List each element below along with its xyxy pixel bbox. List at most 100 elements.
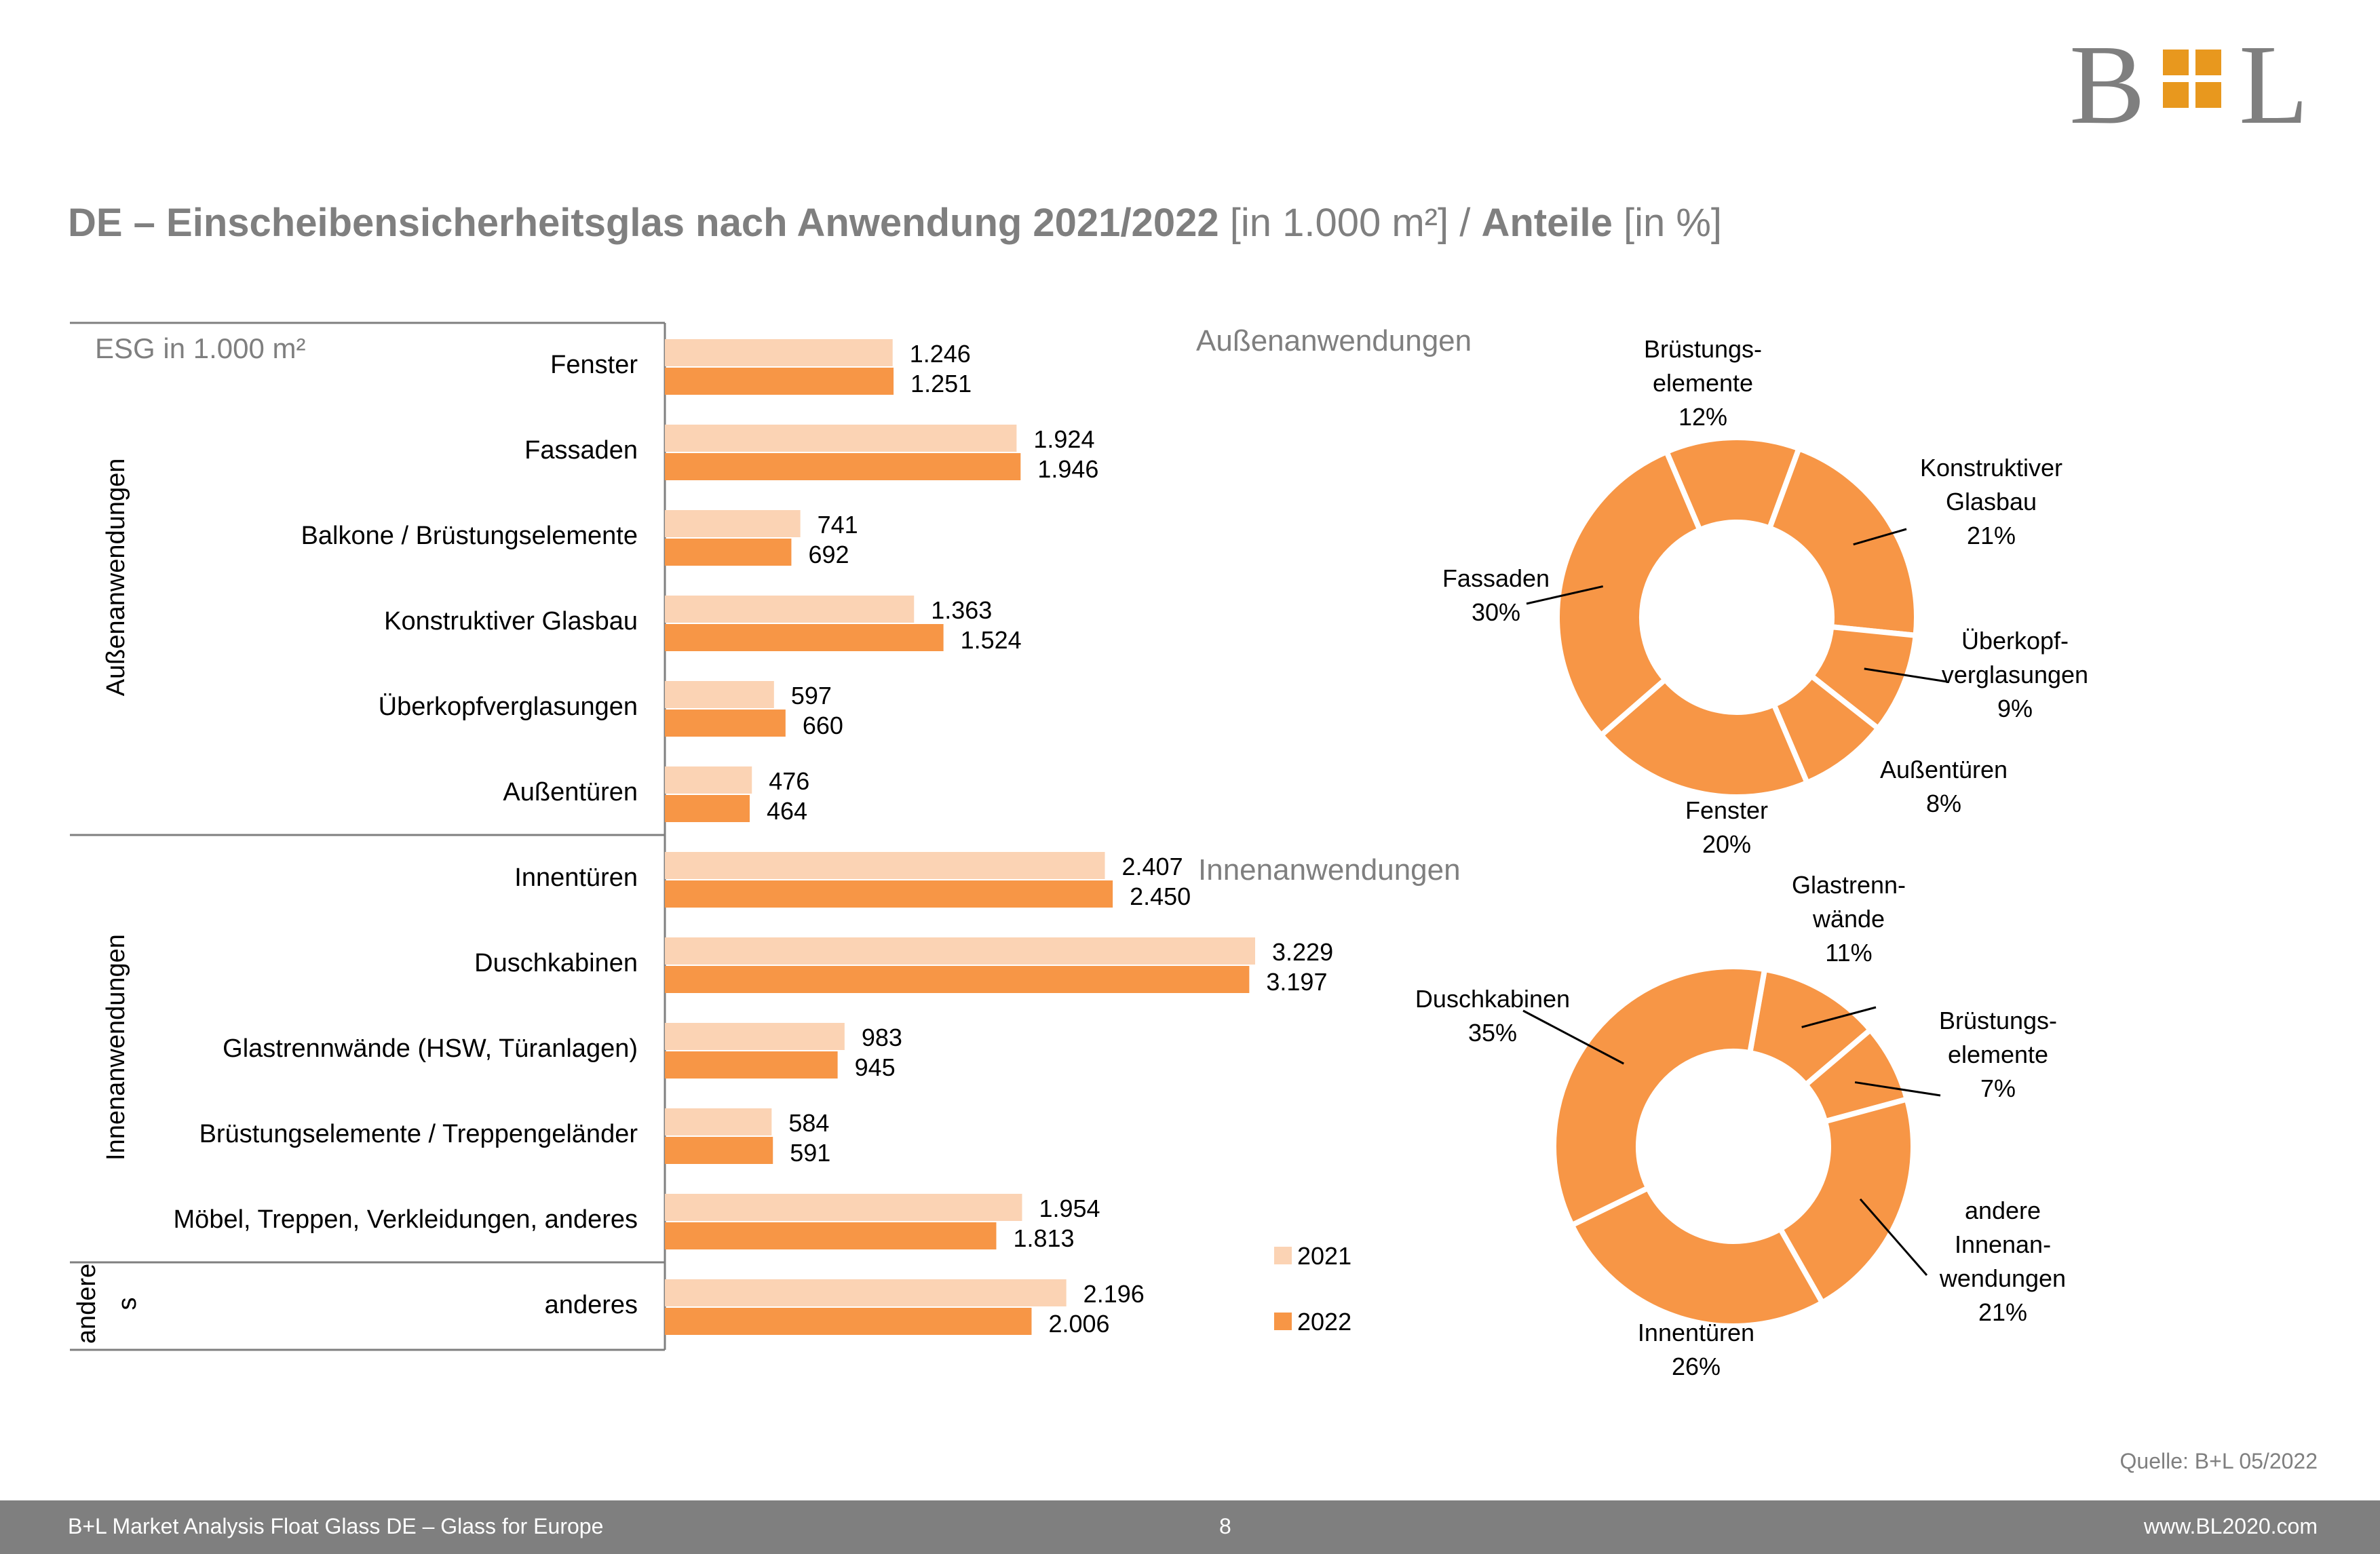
category-label: Brüstungselemente / Treppengeländer xyxy=(199,1120,638,1148)
category-label: Balkone / Brüstungselemente xyxy=(301,522,638,550)
value-label-2021: 741 xyxy=(818,511,858,539)
legend-swatch-2021 xyxy=(1274,1247,1292,1264)
footer-url: www.BL2020.com xyxy=(2143,1514,2318,1538)
value-label-2022: 945 xyxy=(855,1053,896,1081)
group-label: Innenanwendungen xyxy=(102,934,130,1161)
bar-2021 xyxy=(665,425,1017,452)
category-label: Überkopfverglasungen xyxy=(379,693,638,721)
donut-slice xyxy=(1554,448,1704,739)
footer-bar: B+L Market Analysis Float Glass DE – Gla… xyxy=(0,1500,2380,1554)
value-label-2022: 2.450 xyxy=(1130,882,1191,910)
title-unit: [in 1.000 m²] / xyxy=(1229,201,1471,245)
category-label: Innentüren xyxy=(514,863,638,892)
outer-slice-label: Fenster 20% xyxy=(1685,796,1769,858)
category-label: Konstruktiver Glasbau xyxy=(384,607,638,636)
bar-2021 xyxy=(665,510,801,537)
bar-2021 xyxy=(665,766,752,794)
donut-slice xyxy=(1776,1095,1916,1306)
category-label: anderes xyxy=(545,1291,638,1319)
bar-2022 xyxy=(665,795,750,822)
bar-2022 xyxy=(665,880,1113,908)
leader-line xyxy=(1864,667,1948,683)
donut-slice xyxy=(1597,676,1811,800)
group-label-line: andere xyxy=(73,1264,101,1344)
donut-inner-title: Innenanwendungen xyxy=(1198,853,1461,887)
outer-slice-label: Überkopf- verglasungen 9% xyxy=(1941,627,2089,722)
bar-2022 xyxy=(665,1137,773,1164)
logo-square xyxy=(2195,50,2221,75)
value-label-2021: 1.363 xyxy=(931,596,992,624)
page-number: 8 xyxy=(1219,1514,1231,1538)
title-unit-percent: [in %] xyxy=(1623,201,1723,245)
leader-line xyxy=(1854,1081,1941,1097)
donut-slice xyxy=(1568,1184,1826,1329)
bar-chart-unit-label: ESG in 1.000 m² xyxy=(95,332,306,364)
donut-slice xyxy=(1766,445,1919,639)
legend-label-2021: 2021 xyxy=(1297,1242,1351,1270)
group-label: Außenanwendungen xyxy=(102,459,130,697)
bar-chart: Außenanwendungen Innenanwendungen andere s F… xyxy=(70,322,1357,1351)
inner-slice-label: Innentüren 26% xyxy=(1637,1319,1755,1380)
bar-2022 xyxy=(665,1308,1032,1335)
donut-chart-outer xyxy=(1526,435,1948,800)
group-label-line: s xyxy=(113,1298,142,1310)
group-label: andere s xyxy=(73,1264,142,1344)
bar-2021 xyxy=(665,852,1105,879)
value-label-2021: 476 xyxy=(769,767,809,795)
title-shares: Anteile xyxy=(1481,201,1613,245)
leader-line xyxy=(1801,1006,1877,1028)
title-main: DE – Einscheibensicherheitsglas nach Anw… xyxy=(68,201,1219,245)
outer-slice-label: Fassaden 30% xyxy=(1442,564,1550,626)
bar-2021 xyxy=(665,1023,845,1050)
value-label-2022: 1.251 xyxy=(910,370,972,397)
bar-2021 xyxy=(665,681,774,708)
bar-2022 xyxy=(665,710,786,737)
bar-2021 xyxy=(665,596,915,623)
category-label: Außentüren xyxy=(503,778,638,807)
value-label-2021: 597 xyxy=(791,682,832,710)
leader-line xyxy=(1526,585,1604,605)
value-label-2021: 1.924 xyxy=(1033,425,1094,453)
legend-swatch-2022 xyxy=(1274,1313,1292,1330)
bar-2022 xyxy=(665,1222,997,1249)
value-label-2022: 692 xyxy=(808,541,849,568)
bar-2022 xyxy=(665,624,944,651)
value-label-2021: 983 xyxy=(862,1024,902,1051)
donut-slice xyxy=(1551,964,1768,1229)
inner-slice-label: andere Innenan- wendungen 21% xyxy=(1939,1197,2067,1326)
outer-slice-label: Außentüren 8% xyxy=(1879,756,2008,817)
value-label-2021: 2.196 xyxy=(1083,1280,1145,1308)
group-label-line: Außenanwendungen xyxy=(102,459,130,697)
source-note: Quelle: B+L 05/2022 xyxy=(2119,1449,2318,1473)
group-label-line: Innenanwendungen xyxy=(102,934,130,1161)
bar-2022 xyxy=(665,453,1021,480)
inner-slice-label: Glastrenn- wände 11% xyxy=(1791,871,1906,967)
category-label: Glastrennwände (HSW, Türanlagen) xyxy=(223,1034,638,1063)
logo-letter-l: L xyxy=(2239,22,2309,148)
leader-line xyxy=(1853,528,1907,546)
leader-line xyxy=(1522,1009,1624,1065)
inner-slice-label: Duschkabinen 35% xyxy=(1415,985,1571,1047)
value-label-2021: 3.229 xyxy=(1272,938,1333,966)
category-label: Duschkabinen xyxy=(474,949,638,977)
value-label-2022: 660 xyxy=(803,712,843,739)
value-label-2021: 584 xyxy=(788,1109,829,1137)
value-label-2022: 3.197 xyxy=(1266,968,1327,996)
bar-2022 xyxy=(665,966,1250,993)
bar-2021 xyxy=(665,1194,1022,1221)
category-label: Fassaden xyxy=(524,436,638,465)
value-label-2022: 2.006 xyxy=(1048,1310,1109,1338)
bl-logo: B L xyxy=(2069,28,2314,142)
bar-2022 xyxy=(665,539,792,566)
value-label-2022: 1.524 xyxy=(961,626,1022,654)
donut-outer-title: Außenanwendungen xyxy=(1196,324,1472,357)
logo-letter-b: B xyxy=(2069,22,2146,148)
value-label-2021: 1.954 xyxy=(1039,1194,1100,1222)
legend-label-2022: 2022 f xyxy=(1297,1308,1357,1336)
donut-chart-inner xyxy=(1522,964,1941,1329)
category-label: Möbel, Treppen, Verkleidungen, anderes xyxy=(174,1205,638,1234)
logo-square xyxy=(2163,82,2189,108)
value-label-2022: 1.813 xyxy=(1013,1224,1074,1252)
bar-2021 xyxy=(665,1279,1067,1306)
bar-2022 xyxy=(665,368,894,395)
